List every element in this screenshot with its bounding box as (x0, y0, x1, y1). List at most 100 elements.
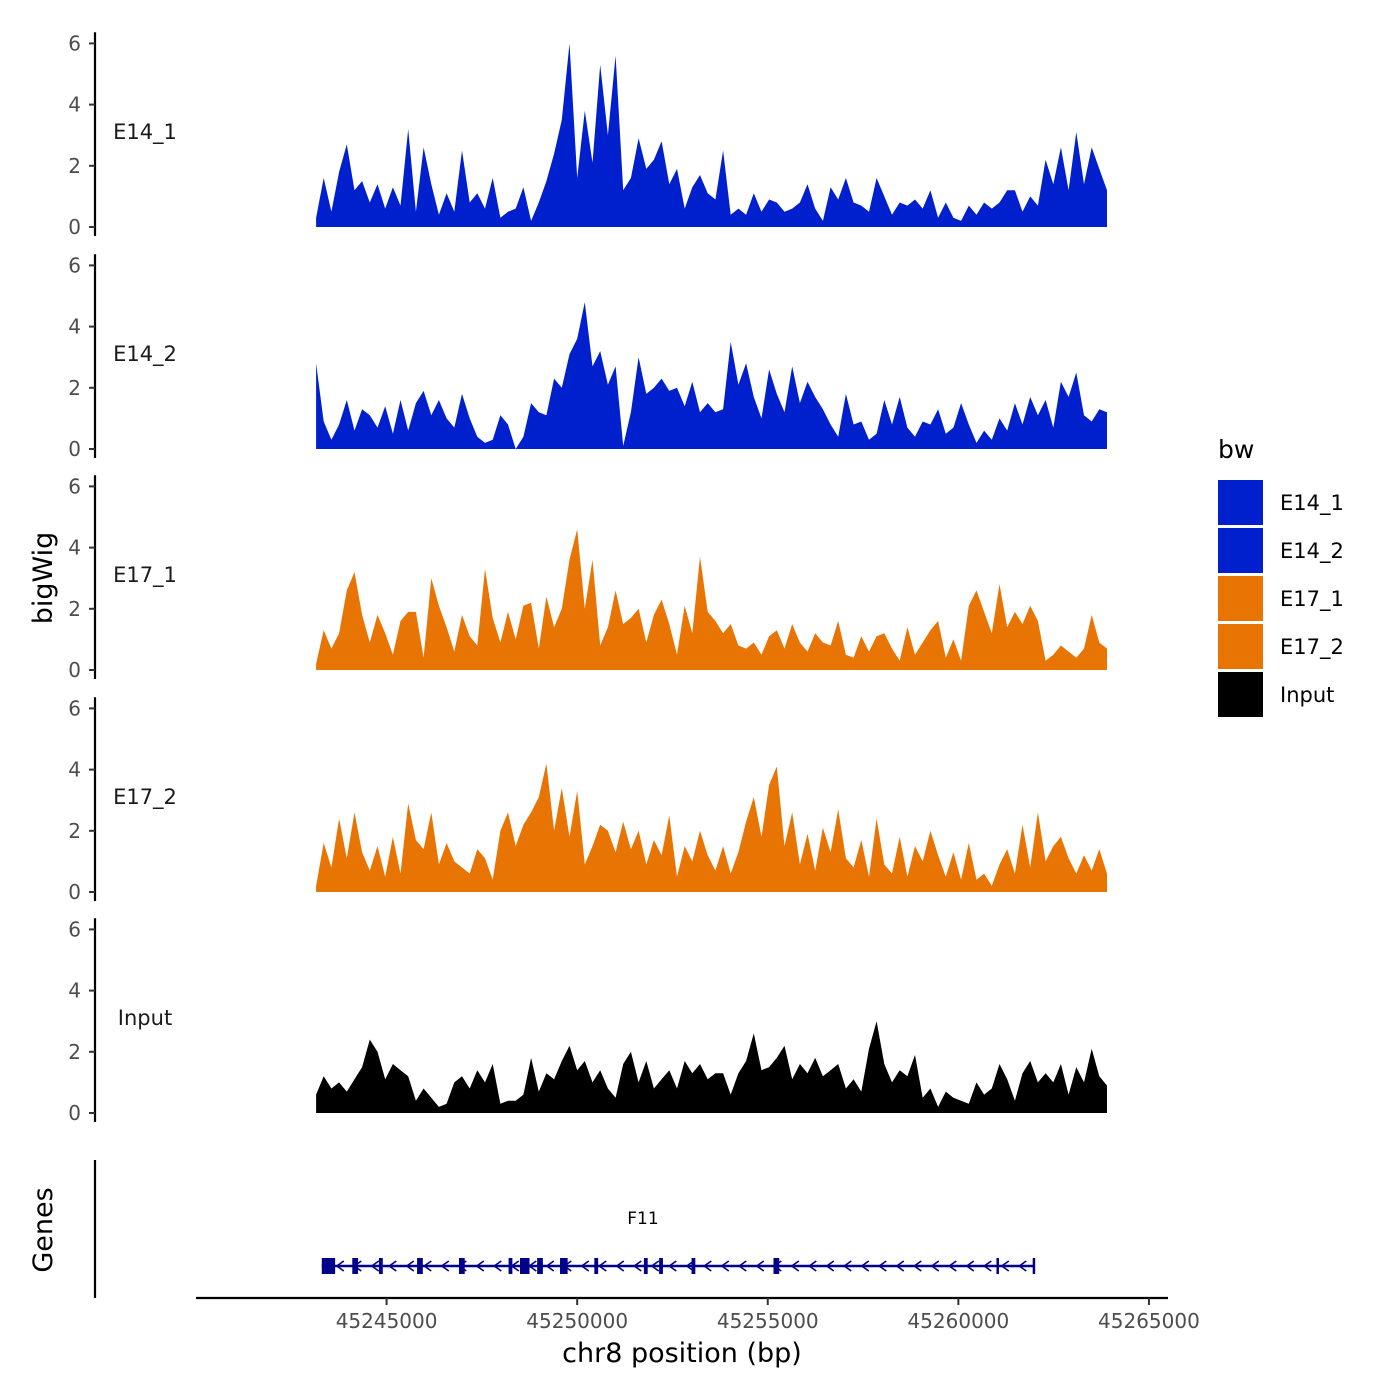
strand-arrow (475, 1260, 485, 1272)
legend-item: E17_1 (1218, 576, 1344, 621)
track-e17-2: 0 2 4 6 E17_2 (68, 696, 1108, 904)
x-axis-title: chr8 position (bp) (562, 1338, 802, 1369)
legend-swatch (1218, 672, 1263, 717)
strand-arrow (1017, 1260, 1027, 1272)
gene-exon (773, 1258, 780, 1274)
strand-arrow (615, 1260, 625, 1272)
legend: bw E14_1 E14_2 E17_1 E17_2 Input (1218, 435, 1344, 717)
genes-track-title: Genes (28, 1187, 59, 1272)
x-tick-label: 45260000 (907, 1309, 1009, 1333)
y-tick-label: 4 (68, 758, 81, 782)
y-tick-label: 2 (68, 154, 81, 178)
y-tick-label: 0 (68, 658, 81, 682)
legend-swatch (1218, 576, 1263, 621)
y-tick-label: 4 (68, 315, 81, 339)
gene-exon (659, 1258, 663, 1274)
x-tick-label: 45250000 (526, 1309, 628, 1333)
strand-arrow (930, 1260, 940, 1272)
strand-arrow (790, 1260, 800, 1272)
track-e14-2: 0 2 4 6 E14_2 (68, 253, 1108, 461)
strand-arrow (370, 1260, 380, 1272)
gene-exon (996, 1258, 999, 1274)
track-e14-1: 0 2 4 6 E14_1 (68, 31, 1108, 239)
signal-area-e17-1 (316, 529, 1108, 670)
track-label: E17_2 (113, 785, 177, 810)
strand-arrow (632, 1260, 642, 1272)
legend-label: E14_2 (1280, 539, 1344, 564)
legend-swatch (1218, 480, 1263, 525)
strand-arrow (580, 1260, 590, 1272)
strand-arrow (1000, 1260, 1010, 1272)
y-axis-title: bigWig (28, 532, 59, 625)
gene-exon (508, 1258, 513, 1274)
track-label: E14_1 (113, 120, 177, 145)
legend-swatch (1218, 528, 1263, 573)
signal-tracks: 0 2 4 6 E14_1 0 2 4 6 E14_2 0 2 4 6 E17_1 0 2 4 6 E17_2 0 2 4 6… (68, 31, 1108, 1125)
signal-area-input (316, 1021, 1108, 1113)
y-tick-label: 0 (68, 215, 81, 239)
y-tick-label: 2 (68, 376, 81, 400)
gene-name-label: F11 (627, 1209, 658, 1229)
strand-arrow (422, 1260, 432, 1272)
strand-arrow (650, 1260, 660, 1272)
strand-arrow (440, 1260, 450, 1272)
strand-arrow (702, 1260, 712, 1272)
y-tick-label: 0 (68, 880, 81, 904)
strand-arrow (895, 1260, 905, 1272)
strand-arrow (877, 1260, 887, 1272)
strand-arrow (667, 1260, 677, 1272)
x-tick-label: 45265000 (1098, 1309, 1200, 1333)
track-e17-1: 0 2 4 6 E17_1 (68, 474, 1108, 682)
legend-label: E17_2 (1280, 635, 1344, 660)
gene-exon (417, 1258, 423, 1274)
track-label: E14_2 (113, 342, 177, 367)
signal-area-e14-1 (316, 43, 1108, 228)
legend-label: Input (1280, 683, 1334, 707)
legend-title: bw (1218, 435, 1254, 464)
strand-arrow (965, 1260, 975, 1272)
gene-exon (352, 1258, 358, 1274)
strand-arrow (405, 1260, 415, 1272)
signal-area-e17-2 (316, 763, 1108, 892)
gene-exon (321, 1258, 336, 1274)
legend-item: E14_2 (1218, 528, 1344, 573)
track-label: E17_1 (113, 563, 177, 588)
y-tick-label: 2 (68, 597, 81, 621)
strand-arrow (982, 1260, 992, 1272)
gene-exon (560, 1258, 568, 1274)
strand-arrow (807, 1260, 817, 1272)
x-tick-label: 45245000 (336, 1309, 438, 1333)
strand-arrow (492, 1260, 502, 1272)
y-tick-label: 4 (68, 536, 81, 560)
legend-item: E17_2 (1218, 624, 1344, 669)
legend-label: E14_1 (1280, 491, 1344, 516)
gene-exon (459, 1258, 465, 1274)
y-tick-label: 0 (68, 437, 81, 461)
strand-arrow (335, 1260, 345, 1272)
legend-item: E14_1 (1218, 480, 1344, 525)
track-label: Input (118, 1006, 172, 1030)
gene-exon (1032, 1258, 1036, 1274)
gene-exon (520, 1258, 530, 1274)
y-tick-label: 6 (68, 31, 81, 55)
gene-exon (594, 1258, 599, 1274)
legend-item: Input (1218, 672, 1334, 717)
strand-arrow (545, 1260, 555, 1272)
y-tick-label: 0 (68, 1101, 81, 1125)
strand-arrow (842, 1260, 852, 1272)
strand-arrow (685, 1260, 695, 1272)
gene-exon (378, 1258, 383, 1274)
y-tick-label: 6 (68, 253, 81, 277)
gene-exon (643, 1258, 648, 1274)
y-tick-label: 2 (68, 819, 81, 843)
x-tick-label: 45255000 (717, 1309, 819, 1333)
strand-arrow (947, 1260, 957, 1272)
y-tick-label: 6 (68, 474, 81, 498)
legend-label: E17_1 (1280, 587, 1344, 612)
gene-track: F11 (93, 1160, 1036, 1298)
x-axis: 45245000 45250000 45255000 45260000 45265000 (196, 1296, 1200, 1333)
gene-exon (691, 1258, 696, 1274)
gene-exon (537, 1258, 543, 1274)
strand-arrow (387, 1260, 397, 1272)
